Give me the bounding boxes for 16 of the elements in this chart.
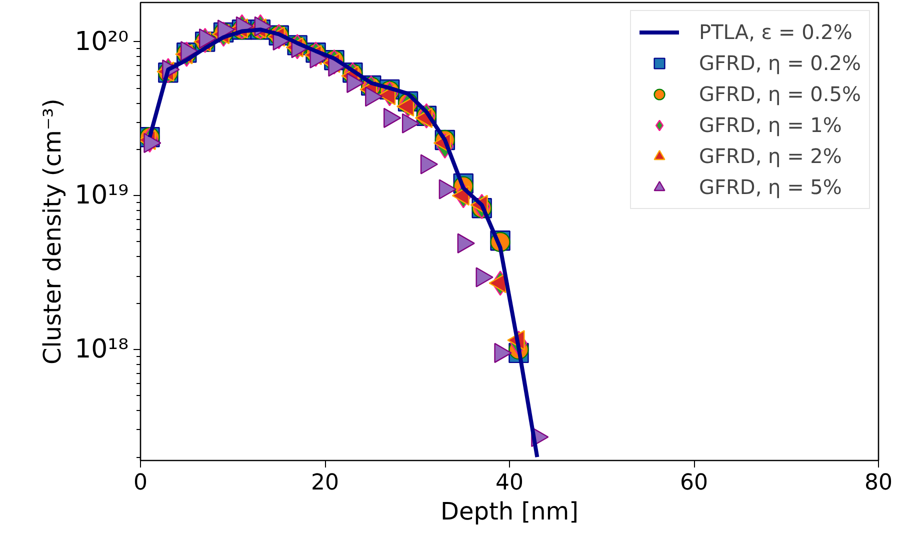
y-tick-label: 10²⁰ <box>74 26 129 57</box>
x-tick-label: 60 <box>680 470 708 496</box>
legend-label: GFRD, η = 2% <box>699 144 842 168</box>
x-tick-label: 40 <box>496 470 524 496</box>
legend-label: GFRD, η = 5% <box>699 175 842 199</box>
y-tick-label: 10¹⁸ <box>74 334 129 365</box>
x-axis-title: Depth [nm] <box>440 498 579 526</box>
x-tick-label: 0 <box>134 470 148 496</box>
legend-label: GFRD, η = 0.2% <box>699 51 861 75</box>
legend-label: PTLA, ε = 0.2% <box>699 20 852 44</box>
legend-label: GFRD, η = 1% <box>699 113 842 137</box>
x-tick-label: 20 <box>311 470 340 496</box>
y-tick-label: 10¹⁹ <box>74 180 129 211</box>
legend-label: GFRD, η = 0.5% <box>699 82 861 106</box>
y-axis-title: Cluster density (cm⁻³) <box>38 98 67 365</box>
x-tick-label: 80 <box>864 470 893 496</box>
